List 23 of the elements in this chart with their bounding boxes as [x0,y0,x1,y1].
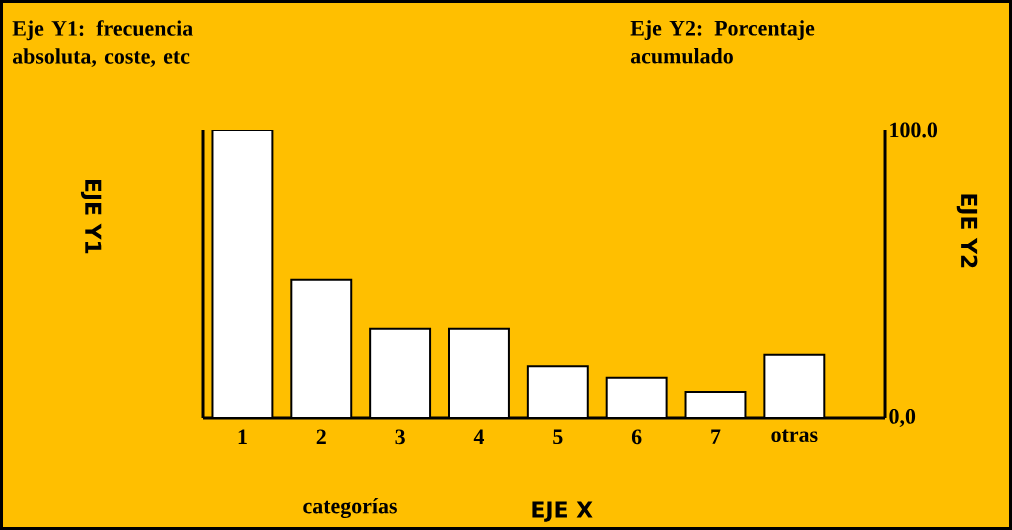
y-axis-title: EJE Y1 [80,179,102,254]
x-tick-label: 4 [473,429,485,444]
x-tick-label: 6 [631,429,642,445]
bar [526,365,589,418]
x-tick-label: 3 [395,429,405,445]
text: Eje Y1: frecuencia absoluta, coste, etc [12,20,193,67]
bar [605,376,668,418]
text: categorías [303,497,397,519]
x-tick-label: 7 [711,429,721,444]
y2-tick-label: 0,0 [889,409,916,427]
bar [211,129,274,418]
x-axis-title: EJE X [532,501,593,522]
bar [448,327,510,418]
x-tick-label: 1 [238,429,247,444]
x-tick-label: 2 [316,429,326,445]
text: Eje Y2: Porcentaje acumulado [630,20,815,64]
bar [290,278,353,418]
y2-tick-label: 100.0 [890,122,938,138]
bar [763,353,826,418]
y2-axis-title: EJE Y2 [956,194,978,268]
bar [369,327,432,418]
x-tick-label: otras [771,429,818,443]
x-tick-label: 5 [553,429,563,445]
